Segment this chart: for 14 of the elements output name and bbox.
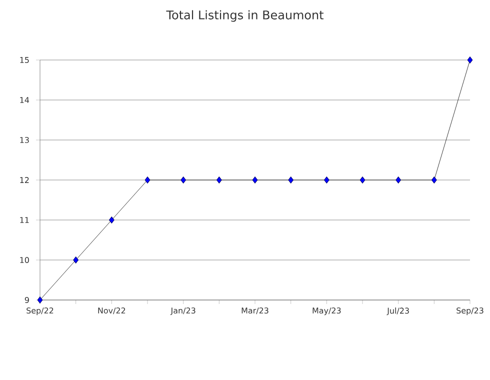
point [396,176,402,184]
point [467,56,473,64]
point [37,296,43,304]
point [252,176,258,184]
point [108,216,114,224]
point [324,176,330,184]
point [144,176,150,184]
point [73,256,79,264]
point [180,176,186,184]
point [431,176,437,184]
point [360,176,366,184]
chart-title: Total Listings in Beaumont [166,10,324,22]
point [216,176,222,184]
point [288,176,294,184]
